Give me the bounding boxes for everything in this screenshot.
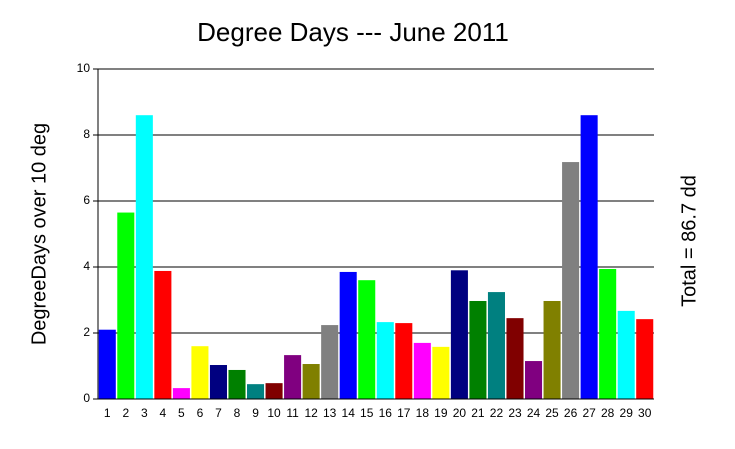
bar (154, 270, 172, 399)
x-tick-label: 25 (545, 406, 559, 420)
x-tick-label: 1 (104, 406, 111, 420)
bar (339, 271, 357, 399)
bar (302, 364, 320, 399)
bar (172, 388, 190, 399)
annotation: Total = 86.7 dd (678, 175, 700, 307)
x-tick-label: 28 (601, 406, 615, 420)
x-tick-label: 19 (434, 406, 448, 420)
x-tick-label: 24 (527, 406, 541, 420)
y-tick-label: 8 (83, 127, 90, 141)
bar (247, 384, 265, 399)
x-tick-label: 23 (508, 406, 522, 420)
x-tick-label: 22 (490, 406, 504, 420)
bar (228, 369, 246, 399)
bar (395, 323, 413, 399)
bar (580, 115, 598, 399)
bar (284, 355, 302, 399)
y-tick-label: 6 (83, 193, 90, 207)
bar (487, 292, 505, 399)
x-tick-label: 16 (379, 406, 393, 420)
x-tick-label: 12 (304, 406, 318, 420)
x-tick-label: 9 (252, 406, 259, 420)
x-tick-label: 15 (360, 406, 374, 420)
bar (413, 342, 431, 399)
x-tick-label: 3 (141, 406, 148, 420)
x-tick-label: 7 (215, 406, 222, 420)
bar (117, 212, 135, 399)
y-tick-label: 2 (83, 325, 90, 339)
x-tick-label: 17 (397, 406, 411, 420)
bar (98, 329, 116, 399)
bar (135, 115, 153, 399)
bar (562, 162, 580, 399)
y-tick-label: 4 (83, 259, 90, 273)
bar (191, 346, 209, 399)
bar (617, 310, 635, 399)
bar (636, 319, 654, 399)
bar (450, 270, 468, 399)
bar (358, 280, 376, 399)
x-tick-label: 8 (234, 406, 241, 420)
x-tick-label: 4 (160, 406, 167, 420)
x-tick-label: 2 (122, 406, 129, 420)
bar (506, 318, 524, 399)
bar (376, 322, 394, 399)
bar (432, 346, 450, 399)
x-tick-label: 21 (471, 406, 485, 420)
chart-title: Degree Days --- June 2011 (197, 17, 509, 47)
x-tick-label: 18 (416, 406, 430, 420)
bar (543, 300, 561, 399)
y-axis-label: DegreeDays over 10 deg (28, 123, 50, 345)
x-tick-label: 11 (286, 406, 299, 420)
bar (265, 383, 283, 399)
x-tick-label: 30 (638, 406, 652, 420)
bar (469, 300, 487, 399)
x-tick-label: 5 (178, 406, 185, 420)
bar (525, 361, 543, 399)
bar (209, 365, 227, 399)
x-tick-label: 6 (197, 406, 204, 420)
x-tick-label: 29 (620, 406, 634, 420)
x-tick-label: 13 (323, 406, 337, 420)
x-tick-label: 10 (267, 406, 281, 420)
y-tick-label: 0 (83, 391, 90, 405)
bar (599, 268, 617, 399)
bar (321, 325, 339, 399)
x-tick-label: 20 (453, 406, 467, 420)
x-tick-label: 14 (342, 406, 356, 420)
x-tick-label: 27 (582, 406, 596, 420)
y-tick-label: 10 (77, 61, 91, 75)
x-tick-label: 26 (564, 406, 578, 420)
